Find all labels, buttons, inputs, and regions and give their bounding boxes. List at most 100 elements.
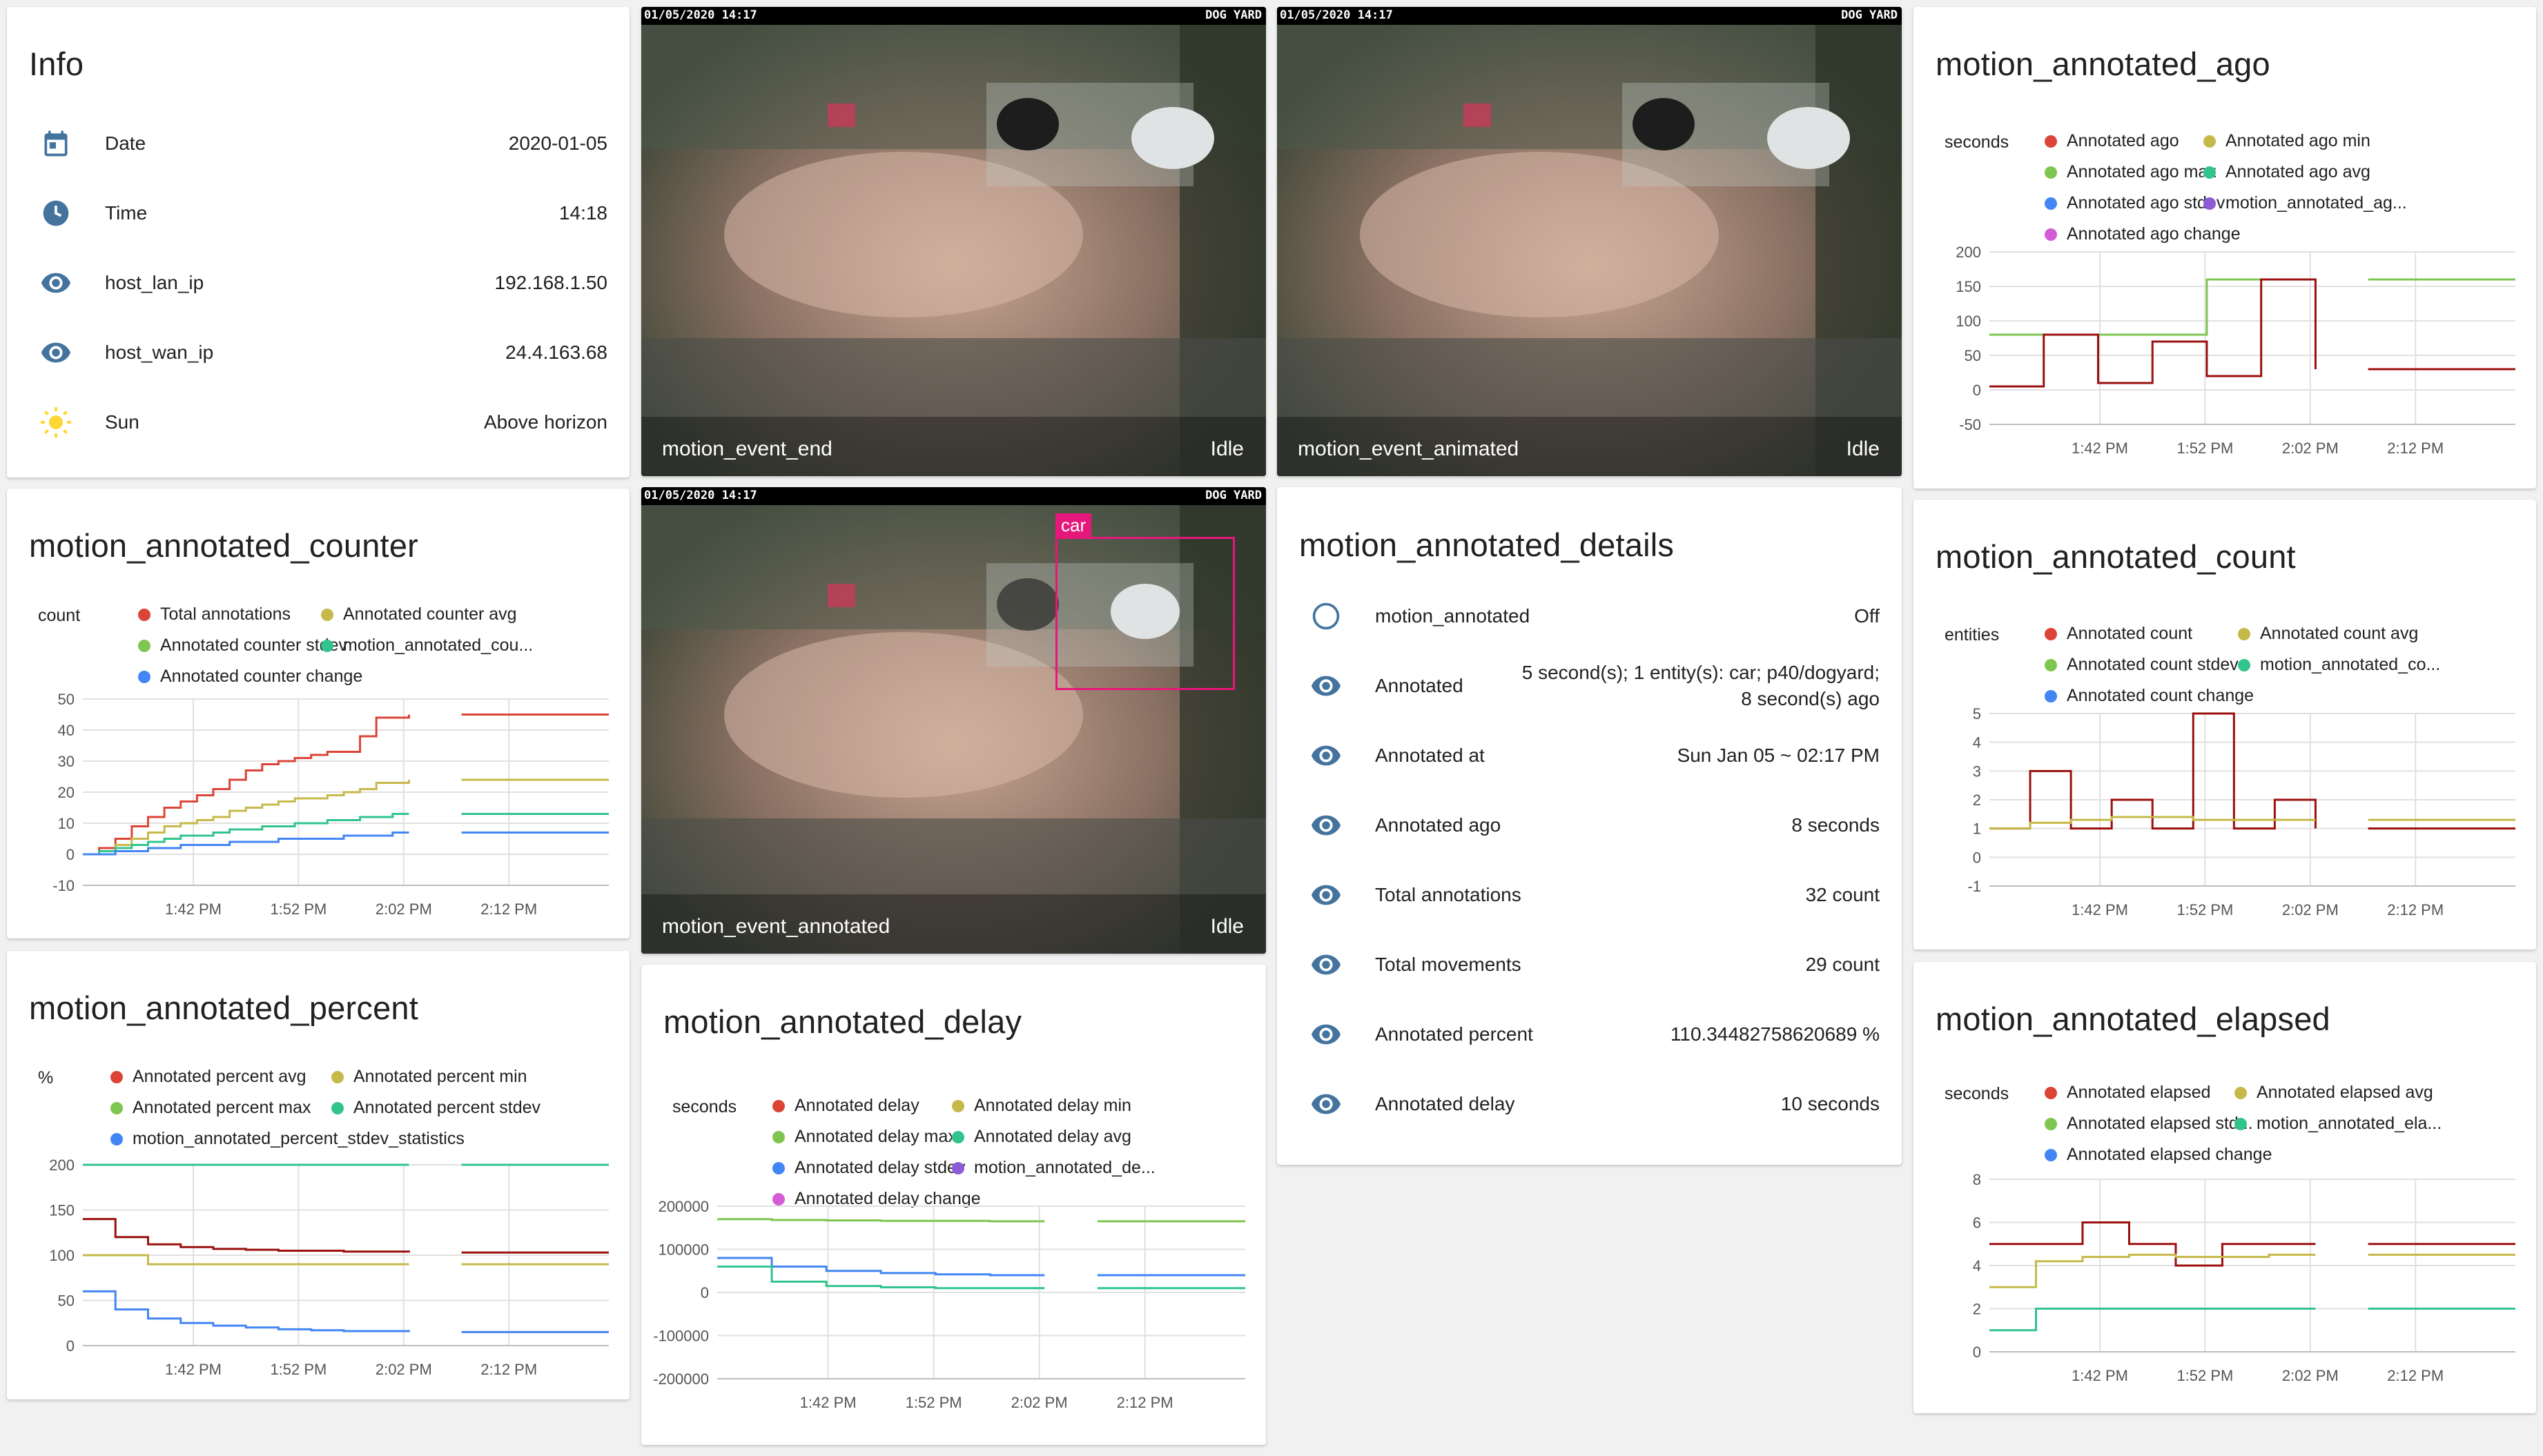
entity-row-host-lan-ip[interactable]: host_lan_ip 192.168.1.50 [7,248,630,317]
x-tick-label: 2:02 PM [1011,1394,1068,1411]
history-graph-card[interactable]: motion_annotated_counter count Total annot… [7,489,630,938]
entity-value: 14:18 [558,202,607,224]
camera-motion-event-annotated[interactable]: 01/05/2020 14:17 DOG YARD car motion_eve… [641,487,1266,954]
clock-icon [35,192,77,235]
legend-swatch [952,1130,964,1143]
y-tick-label: 4 [1973,734,1981,751]
legend-item[interactable]: Annotated counter avg [321,604,517,624]
legend-item[interactable]: Annotated count avg [2238,624,2418,644]
legend-item[interactable]: Annotated counter stdev [138,636,347,656]
chart-unit-label: seconds [672,1097,737,1116]
entity-name: Sun [105,411,139,433]
y-tick-label: 2 [1973,791,1981,809]
legend-item[interactable]: Total annotations [138,604,291,624]
legend-label: Annotated ago min [2225,131,2370,150]
legend-swatch [772,1161,785,1174]
legend-label: Annotated delay avg [974,1127,1131,1146]
legend-item[interactable]: Annotated percent max [110,1098,311,1118]
entity-row-total-movements[interactable]: Total movements 29 count [1277,930,1902,999]
y-tick-label: -100000 [653,1328,709,1345]
entity-row-total-annotations[interactable]: Total annotations 32 count [1277,860,1902,929]
legend-item[interactable]: Annotated percent avg [110,1067,306,1087]
history-graph-card[interactable]: motion_annotated_ago seconds Annotated ago… [1913,7,2536,489]
entity-row-sun[interactable]: Sun Above horizon [7,388,630,457]
entity-row-annotated-at[interactable]: Annotated at Sun Jan 05 ~ 02:17 PM [1277,721,1902,790]
legend-item[interactable]: Annotated count stdev [2045,655,2239,675]
history-graph-card[interactable]: motion_annotated_elapsed seconds Annotated… [1913,962,2536,1413]
camera-overlay-bar: 01/05/2020 14:17 DOG YARD [641,487,1266,505]
camera-name: motion_event_animated [1298,437,1519,460]
legend-item[interactable]: Annotated delay [772,1096,919,1116]
legend-item[interactable]: Annotated percent min [331,1067,527,1087]
legend-swatch [2045,627,2057,640]
legend-item[interactable]: Annotated ago min [2203,131,2370,151]
x-tick-label: 2:12 PM [2387,1367,2444,1384]
entity-row-annotated-ago[interactable]: Annotated ago 8 seconds [1277,791,1902,860]
entity-row-date[interactable]: Date 2020-01-05 [7,109,630,178]
legend-swatch [110,1101,123,1114]
legend-item[interactable]: Annotated delay stdev [772,1158,965,1178]
entity-row-annotated-delay[interactable]: Annotated delay 10 seconds [1277,1070,1902,1139]
legend-item[interactable]: Annotated elapsed std... [2045,1114,2253,1134]
details-card: motion_annotated_details motion_annotate… [1277,487,1902,1165]
camera-footer: motion_event_animated Idle [1277,417,1902,476]
legend-item[interactable]: motion_annotated_co... [2238,655,2440,675]
legend-label: motion_annotated_percent_stdev_statistic… [133,1129,465,1148]
legend-item[interactable]: Annotated ago avg [2203,162,2370,182]
legend-item[interactable]: Annotated delay change [772,1189,981,1209]
legend-item[interactable]: Annotated delay max [772,1127,957,1147]
y-tick-label: 100000 [659,1241,709,1259]
chart-unit-label: % [38,1068,54,1088]
entity-row-annotated[interactable]: Annotated 5 second(s); 1 entity(s): car;… [1277,651,1902,720]
camera-motion-event-end[interactable]: 01/05/2020 14:17 DOG YARD motion_event_e… [641,7,1266,476]
legend-item[interactable]: motion_annotated_ag... [2203,193,2407,213]
camera-image [641,487,1266,954]
y-tick-label: -10 [52,877,75,894]
legend-item[interactable]: Annotated elapsed change [2045,1145,2272,1165]
card-title: motion_annotated_percent [29,990,419,1026]
legend-item[interactable]: Annotated percent stdev [331,1098,540,1118]
legend-item[interactable]: Annotated count change [2045,686,2254,706]
legend-item[interactable]: Annotated count [2045,624,2192,644]
entity-row-motion-annotated[interactable]: motion_annotated Off [1277,582,1902,651]
camera-timestamp: 01/05/2020 14:17 [644,8,757,22]
x-tick-label: 2:02 PM [2282,1367,2339,1384]
legend-label: Annotated delay change [795,1189,981,1208]
legend-item[interactable]: Annotated delay avg [952,1127,1131,1147]
y-tick-label: 0 [66,1337,75,1355]
legend-item[interactable]: Annotated ago [2045,131,2179,151]
entity-row-time[interactable]: Time 14:18 [7,179,630,248]
legend-swatch [321,608,333,621]
legend-item[interactable]: Annotated counter change [138,667,362,687]
legend-item[interactable]: motion_annotated_percent_stdev_statistic… [110,1129,465,1149]
legend-item[interactable]: Annotated elapsed avg [2234,1083,2433,1103]
entity-row-host-wan-ip[interactable]: host_wan_ip 24.4.163.68 [7,318,630,387]
legend-item[interactable]: Annotated ago max [2045,162,2216,182]
y-tick-label: 100 [49,1247,75,1264]
series-line [83,1254,409,1266]
legend-swatch [2045,197,2057,210]
entity-value: 5 second(s); 1 entity(s): car; p40/dogya… [1521,662,1880,709]
legend-item[interactable]: Annotated ago stdev [2045,193,2225,213]
legend-swatch [772,1192,785,1206]
entity-row-annotated-percent[interactable]: Annotated percent 110.34482758620689 % [1277,1000,1902,1069]
legend-item[interactable]: motion_annotated_de... [952,1158,1156,1178]
series-line [1989,1253,2316,1288]
legend-item[interactable]: Annotated ago change [2045,224,2241,244]
y-tick-label: 40 [58,722,75,739]
legend-item[interactable]: Annotated delay min [952,1096,1131,1116]
camera-state: Idle [1210,437,1244,460]
legend-item[interactable]: motion_annotated_ela... [2234,1114,2442,1134]
y-tick-label: 50 [58,1292,75,1310]
history-graph-card[interactable]: motion_annotated_count entities Annotated … [1913,500,2536,950]
history-graph-card[interactable]: motion_annotated_delay seconds Annotated d… [641,965,1266,1445]
history-graph-card[interactable]: motion_annotated_percent% Annotated perce… [7,951,630,1399]
legend-label: Annotated ago change [2067,224,2241,244]
legend-item[interactable]: motion_annotated_cou... [321,636,533,656]
camera-motion-event-animated[interactable]: 01/05/2020 14:17 DOG YARD motion_event_a… [1277,7,1902,476]
legend-swatch [110,1070,123,1083]
eye-icon [1305,874,1347,916]
legend-label: Annotated ago avg [2225,162,2370,181]
legend-item[interactable]: Annotated elapsed [2045,1083,2211,1103]
y-tick-label: 0 [1973,849,1981,866]
